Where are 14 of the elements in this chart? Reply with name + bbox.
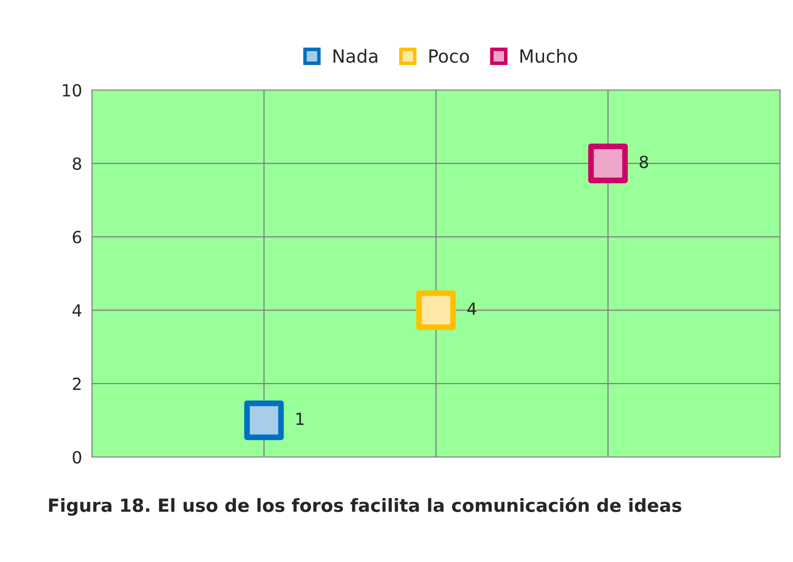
point: [416, 290, 456, 330]
y-tick-label: 2: [72, 378, 81, 390]
y-tick-label: 4: [72, 304, 82, 317]
y-tick-label: 0: [72, 450, 82, 464]
legend-label: Mucho: [520, 48, 578, 63]
y-tick-label: 10: [62, 84, 82, 97]
text: Figura 18. El uso de los foros facilita la comunicación de ideas: [49, 497, 682, 516]
point: [244, 400, 284, 440]
legend-label: Poco: [429, 49, 469, 63]
y-tick-label: 8: [72, 157, 82, 170]
legend-label: Nada: [334, 48, 378, 63]
point: [588, 144, 628, 184]
data-label: 1: [296, 412, 304, 425]
y-tick-label: 6: [72, 230, 82, 244]
